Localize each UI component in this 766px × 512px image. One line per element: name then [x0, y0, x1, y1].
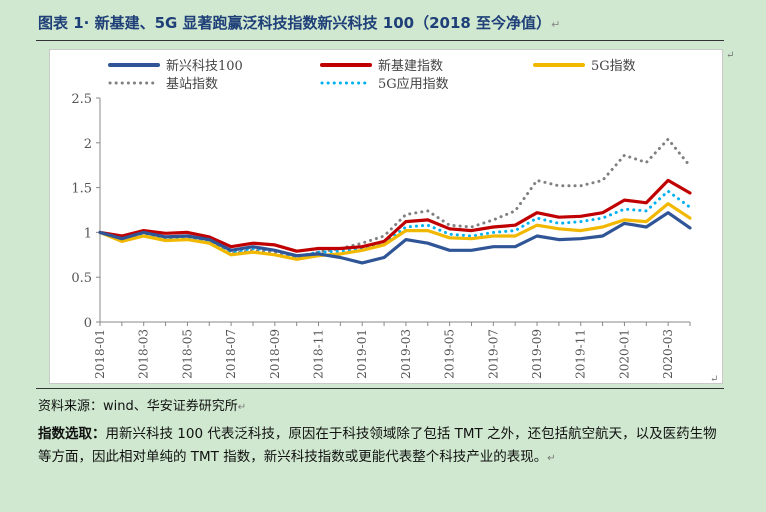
- x-tick-label: 2019-05: [443, 329, 457, 379]
- legend-label: 5G应用指数: [378, 76, 449, 92]
- x-tick-label: 2018-05: [180, 329, 194, 379]
- chart: 0 0.5 1 1.5 2 2.5 2018-01 2018-03 2018-05 2018-07…: [71, 58, 692, 379]
- note-text: 用新兴科技 100 代表泛科技，原因在于科技领域除了包括 TMT 之外，还包括航…: [38, 426, 717, 465]
- y-tick-label: 0.5: [71, 271, 92, 286]
- y-tick-label: 2: [84, 137, 92, 152]
- note-label: 指数选取：: [38, 426, 106, 442]
- source-text: 资料来源：wind、华安证券研究所↵: [38, 399, 247, 414]
- series-line: [98, 178, 692, 253]
- y-tick-label: 1.5: [71, 182, 92, 197]
- y-tick-label: 0: [84, 316, 92, 331]
- x-tick-label: 2019-09: [530, 329, 544, 379]
- x-tick-label: 2020-01: [617, 329, 631, 379]
- series-line: [98, 189, 692, 259]
- legend-label: 基站指数: [166, 77, 218, 92]
- note-paragraph: 指数选取：用新兴科技 100 代表泛科技，原因在于科技领域除了包括 TMT 之外…: [38, 423, 722, 470]
- x-tick-label: 2019-01: [355, 329, 369, 379]
- paragraph-mark: ↵: [547, 453, 556, 464]
- x-tick-label: 2019-11: [574, 329, 588, 379]
- paragraph-mark: ↵: [726, 50, 735, 61]
- series-line: [98, 137, 692, 259]
- series-line: [98, 211, 692, 265]
- x-tick-label: 2019-03: [399, 329, 413, 379]
- paragraph-mark: ↵: [237, 402, 247, 413]
- y-tick-label: 1: [84, 226, 92, 241]
- paragraph-mark: ↵: [551, 18, 561, 31]
- chart-panel: 0 0.5 1 1.5 2 2.5 2018-01 2018-03 2018-05 2018-07…: [49, 49, 723, 384]
- series-line: [98, 202, 692, 261]
- x-tick-label: 2018-11: [312, 329, 326, 379]
- y-tick-label: 2.5: [71, 92, 92, 107]
- legend-label: 5G指数: [591, 59, 636, 74]
- legend-label: 新基建指数: [378, 58, 443, 74]
- x-tick-label: 2018-01: [93, 329, 107, 379]
- legend-label: 新兴科技100: [166, 58, 243, 74]
- paragraph-mark: ↵: [710, 374, 719, 385]
- x-tick-label: 2018-03: [137, 329, 151, 379]
- x-tick-label: 2020-03: [661, 329, 675, 379]
- title-rule: [36, 40, 724, 41]
- x-tick-label: 2019-07: [486, 329, 500, 379]
- source-rule: [36, 388, 724, 389]
- x-tick-label: 2018-07: [224, 329, 238, 379]
- x-tick-label: 2018-09: [268, 329, 282, 379]
- figure-title: 图表 1· 新基建、5G 显著跑赢泛科技指数新兴科技 100（2018 至今净值…: [38, 14, 561, 32]
